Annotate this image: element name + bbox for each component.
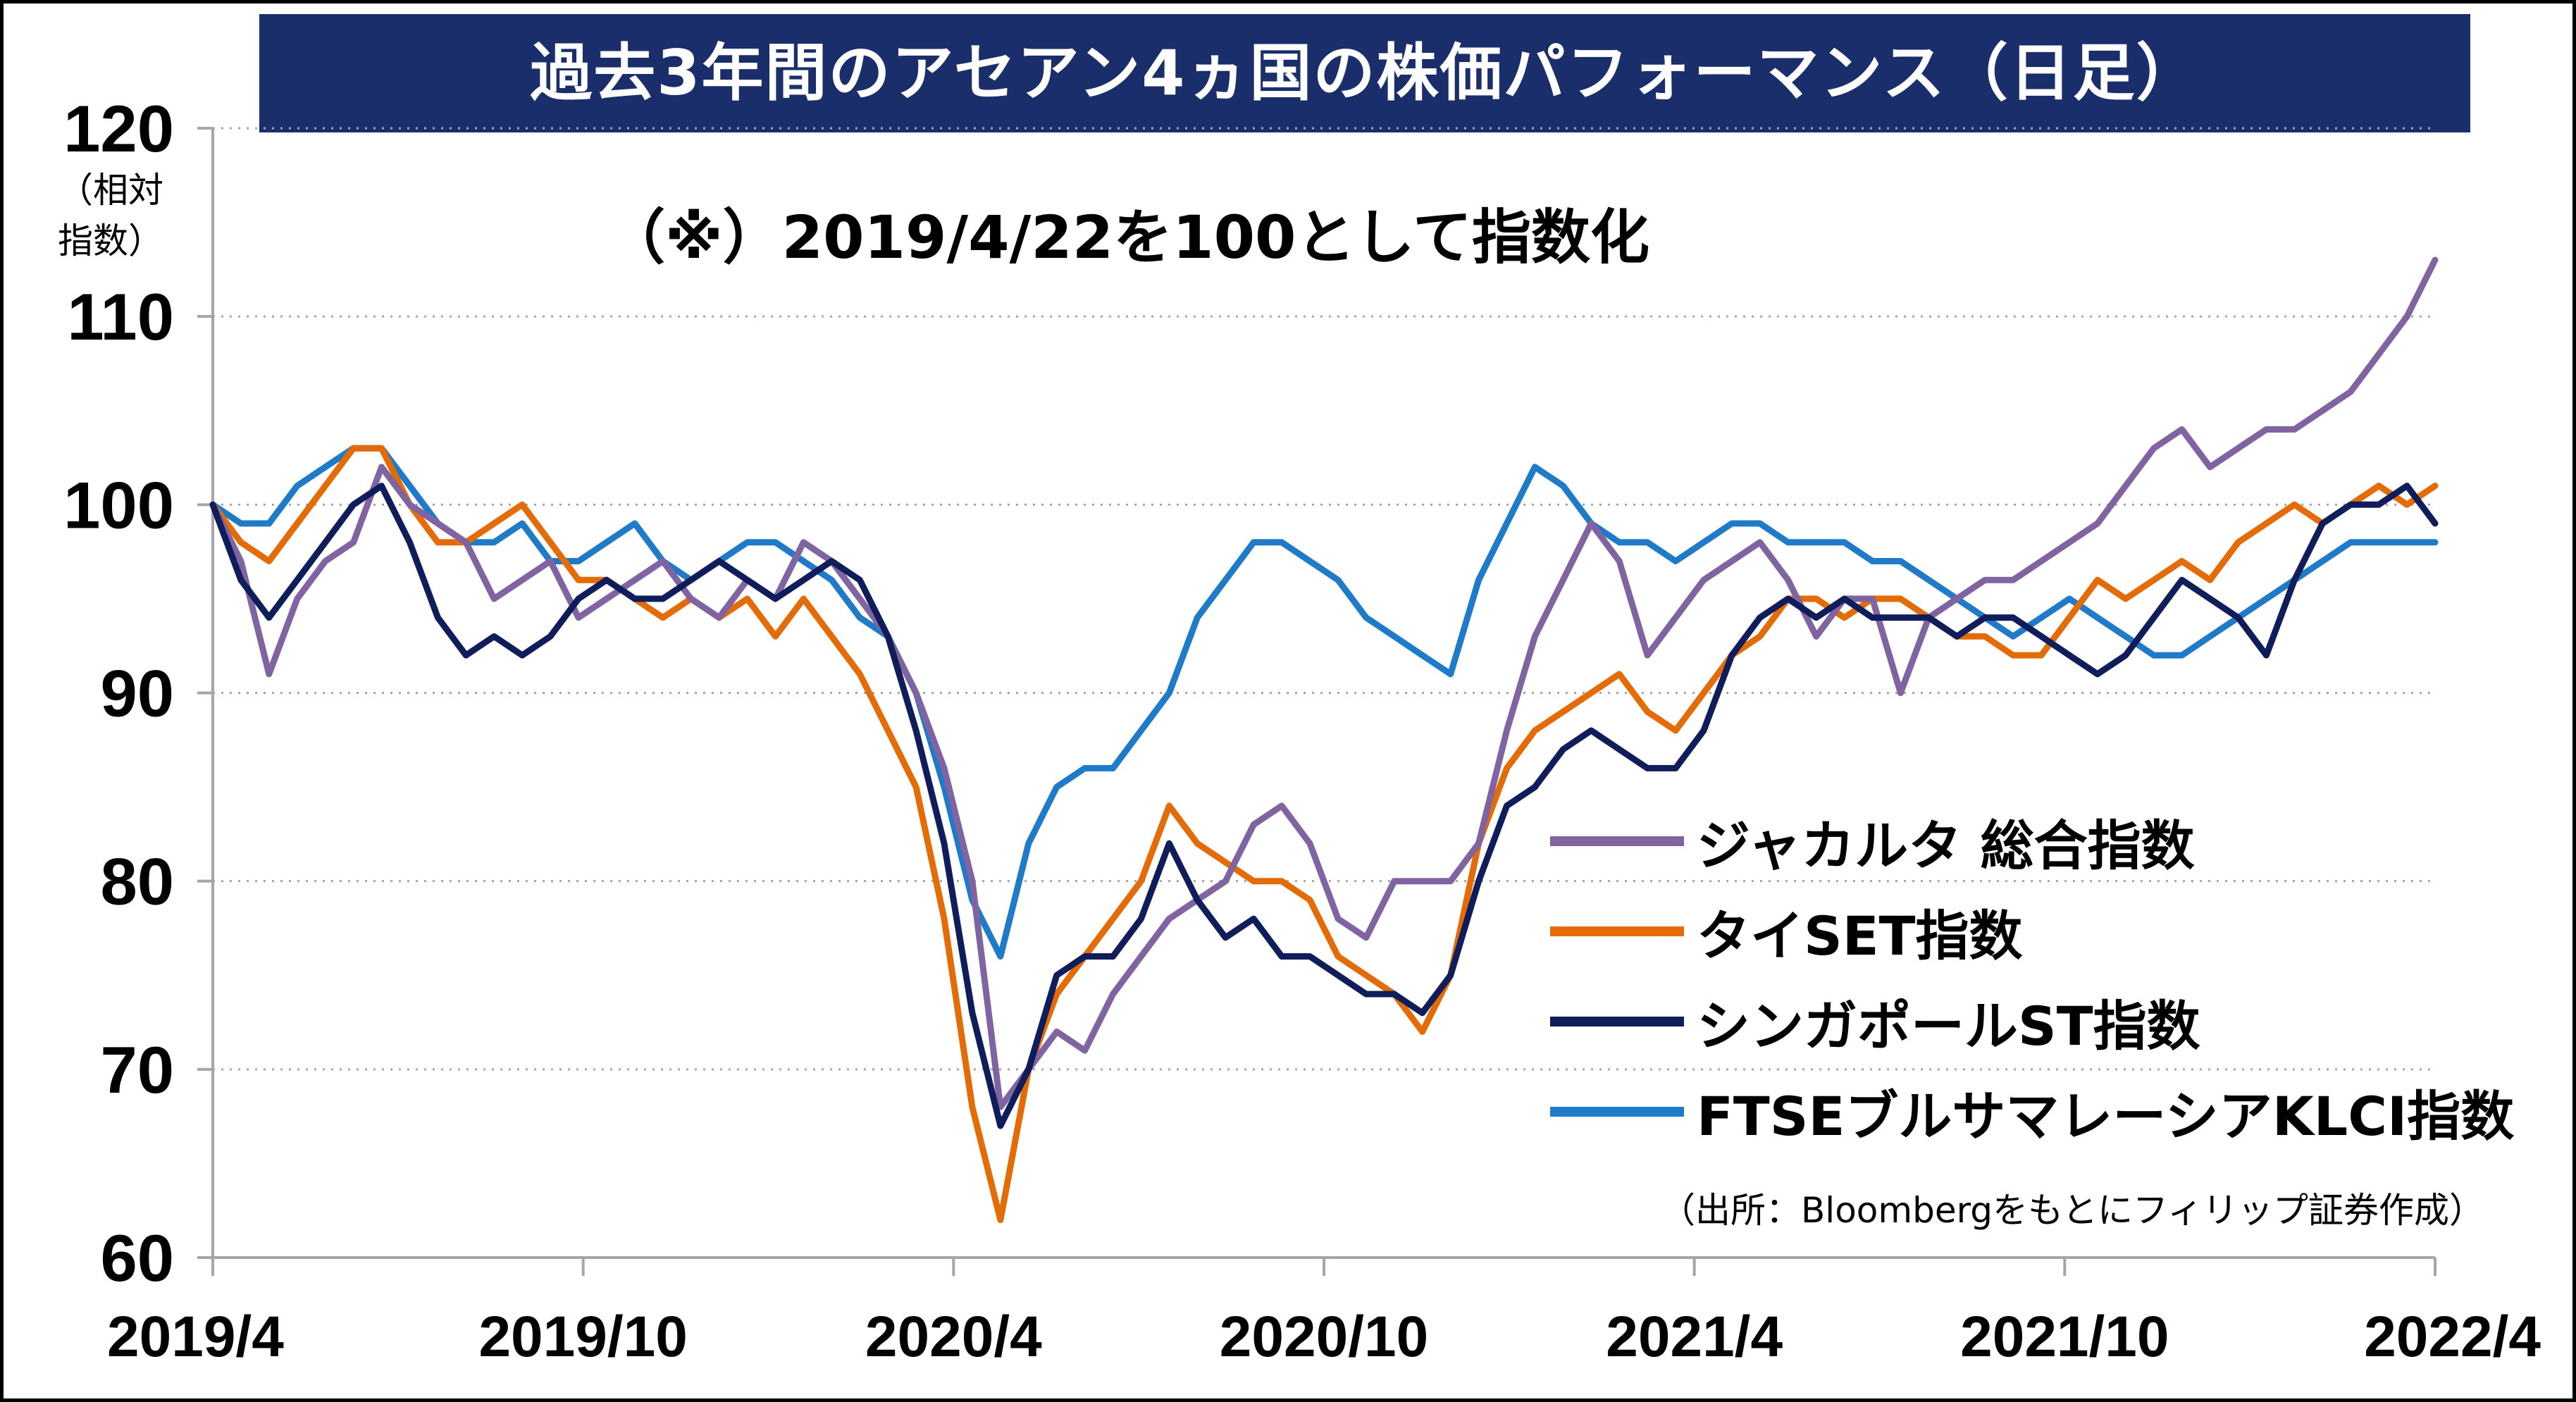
legend-swatch-jakarta <box>1550 836 1684 846</box>
x-tick-label: 2020/4 <box>865 1305 1042 1369</box>
series-line-2 <box>209 483 2439 1129</box>
legend-label-thai: タイSET指数 <box>1697 905 2023 967</box>
x-tick-label: 2019/4 <box>107 1305 284 1369</box>
series-line-1 <box>209 445 2439 1224</box>
series-lines <box>209 256 2439 1224</box>
y-tick-label: 110 <box>67 280 174 354</box>
legend-swatch-thai <box>1550 926 1684 936</box>
legend-item-singapore: シンガポールST指数 <box>1550 976 2514 1067</box>
y-tick-label: 120 <box>63 92 174 166</box>
legend-label-singapore: シンガポールST指数 <box>1697 995 2200 1057</box>
x-tick-label: 2020/10 <box>1220 1305 1428 1369</box>
y-tick-label: 60 <box>100 1221 174 1295</box>
legend-swatch-malaysia <box>1550 1107 1684 1117</box>
x-tick-label: 2022/4 <box>2364 1305 2541 1369</box>
y-tick-label: 70 <box>100 1033 174 1107</box>
source-note: （出所：Bloombergをもとにフィリップ証券作成） <box>1660 1190 2484 1231</box>
chart-title: 過去3年間のアセアン4ヵ国の株価パフォーマンス（日足） <box>259 14 2470 132</box>
x-tick-label: 2021/10 <box>1960 1305 2169 1369</box>
legend-label-jakarta: ジャカルタ 総合指数 <box>1697 814 2195 877</box>
axes: 60 70 80 90 100 110 120 2019/4 2019/10 2020/4 2020… <box>63 92 2541 1369</box>
x-tick-label: 2021/4 <box>1606 1305 1783 1369</box>
series-line-0 <box>209 256 2439 1110</box>
y-tick-label: 80 <box>100 845 174 919</box>
legend-swatch-singapore <box>1550 1017 1684 1026</box>
grid-lines <box>213 127 2435 1071</box>
legend: ジャカルタ 総合指数 タイSET指数 シンガポールST指数 FTSEブルサマレー… <box>1550 796 2514 1157</box>
y-tick-label: 100 <box>63 468 174 542</box>
legend-item-thai: タイSET指数 <box>1550 886 2514 976</box>
legend-item-malaysia: FTSEブルサマレーシアKLCI指数 <box>1550 1067 2514 1157</box>
y-axis-label: （相対指数） <box>58 170 163 261</box>
legend-item-jakarta: ジャカルタ 総合指数 <box>1550 796 2514 886</box>
chart-note: （※）2019/4/22を100として指数化 <box>606 203 1649 272</box>
legend-label-malaysia: FTSEブルサマレーシアKLCI指数 <box>1697 1085 2515 1148</box>
y-tick-label: 90 <box>100 657 174 731</box>
x-tick-label: 2019/10 <box>478 1305 687 1369</box>
series-line-3 <box>209 445 2439 960</box>
